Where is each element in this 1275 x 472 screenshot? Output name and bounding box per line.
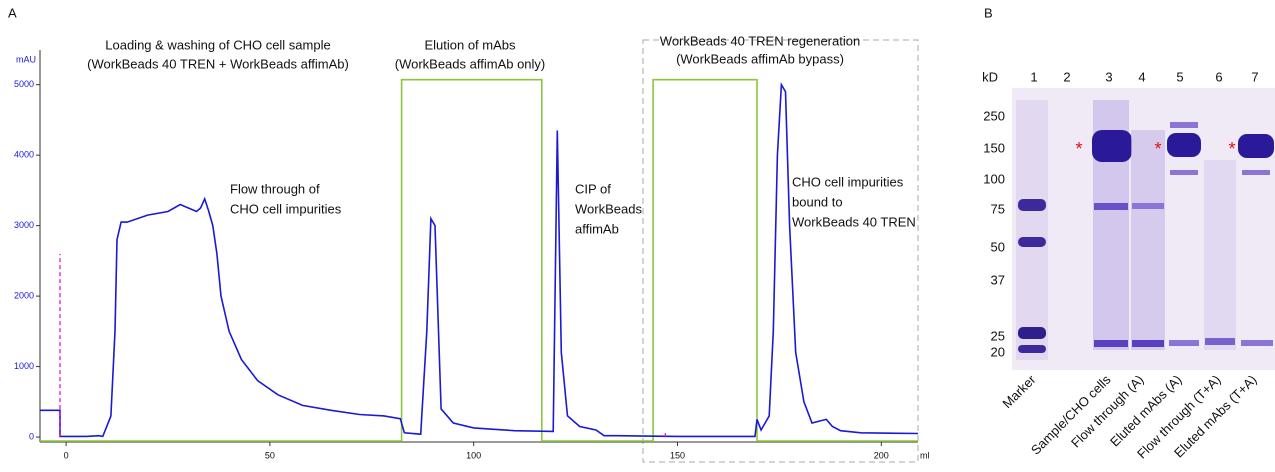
annotation: Elution of mAbs [424, 37, 516, 52]
x-tick-label: 150 [670, 450, 685, 460]
x-tick-label: 50 [265, 450, 275, 460]
lane-number: 5 [1176, 69, 1183, 84]
marker-label: 25 [991, 328, 1005, 343]
lane-label: Marker [999, 371, 1039, 411]
annotation: WorkBeads 40 TREN regeneration [660, 33, 860, 48]
marker-label: 75 [991, 201, 1005, 216]
y-tick-label: 0 [29, 431, 34, 441]
y-tick-label: 3000 [14, 220, 34, 230]
marker-label: 50 [991, 239, 1005, 254]
panel-label: A [8, 5, 17, 20]
y-tick-label: 2000 [14, 290, 34, 300]
annotation: CHO cell impurities [792, 174, 904, 189]
annotation: CHO cell impurities [230, 201, 342, 216]
gel-image [1012, 88, 1275, 370]
annotation: CIP of [575, 181, 611, 196]
y-tick-label: 4000 [14, 150, 34, 160]
marker-label: 150 [983, 140, 1005, 155]
annotation: bound to [792, 194, 843, 209]
band-star: * [1075, 139, 1082, 159]
x-tick-label: 100 [466, 450, 481, 460]
series-line [40, 85, 918, 437]
annotation: affimAb [575, 221, 619, 236]
lane-number: 1 [1030, 69, 1037, 84]
panel-label: B [984, 5, 993, 20]
marker-label: 37 [991, 272, 1005, 287]
lane-number: 7 [1251, 69, 1258, 84]
x-axis-label: ml [920, 450, 930, 460]
y-axis-label: mAU [16, 54, 36, 64]
annotation: WorkBeads 40 TREN [792, 214, 916, 229]
annotation: (WorkBeads 40 TREN + WorkBeads affimAb) [87, 56, 349, 71]
annotation: (WorkBeads affimAb only) [395, 56, 546, 71]
marker-label: 20 [991, 344, 1005, 359]
annotation: (WorkBeads affimAb bypass) [676, 51, 844, 66]
annotation: Loading & washing of CHO cell sample [105, 37, 330, 52]
marker-label: 100 [983, 171, 1005, 186]
lane-number: 2 [1063, 69, 1070, 84]
y-tick-label: 5000 [14, 79, 34, 89]
lane-number: 6 [1215, 69, 1222, 84]
band-star: * [1228, 139, 1235, 159]
lane-number: 4 [1138, 69, 1145, 84]
band-star: * [1154, 139, 1161, 159]
gel-kd-label: kD [982, 69, 998, 84]
x-tick-label: 0 [64, 450, 69, 460]
x-tick-label: 200 [874, 450, 889, 460]
figure: A B mAUml0100020003000400050000501001502… [0, 0, 1275, 472]
annotation: WorkBeads [575, 201, 642, 216]
lane-number: 3 [1105, 69, 1112, 84]
annotation: Flow through of [230, 181, 320, 196]
marker-label: 250 [983, 108, 1005, 123]
y-tick-label: 1000 [14, 361, 34, 371]
